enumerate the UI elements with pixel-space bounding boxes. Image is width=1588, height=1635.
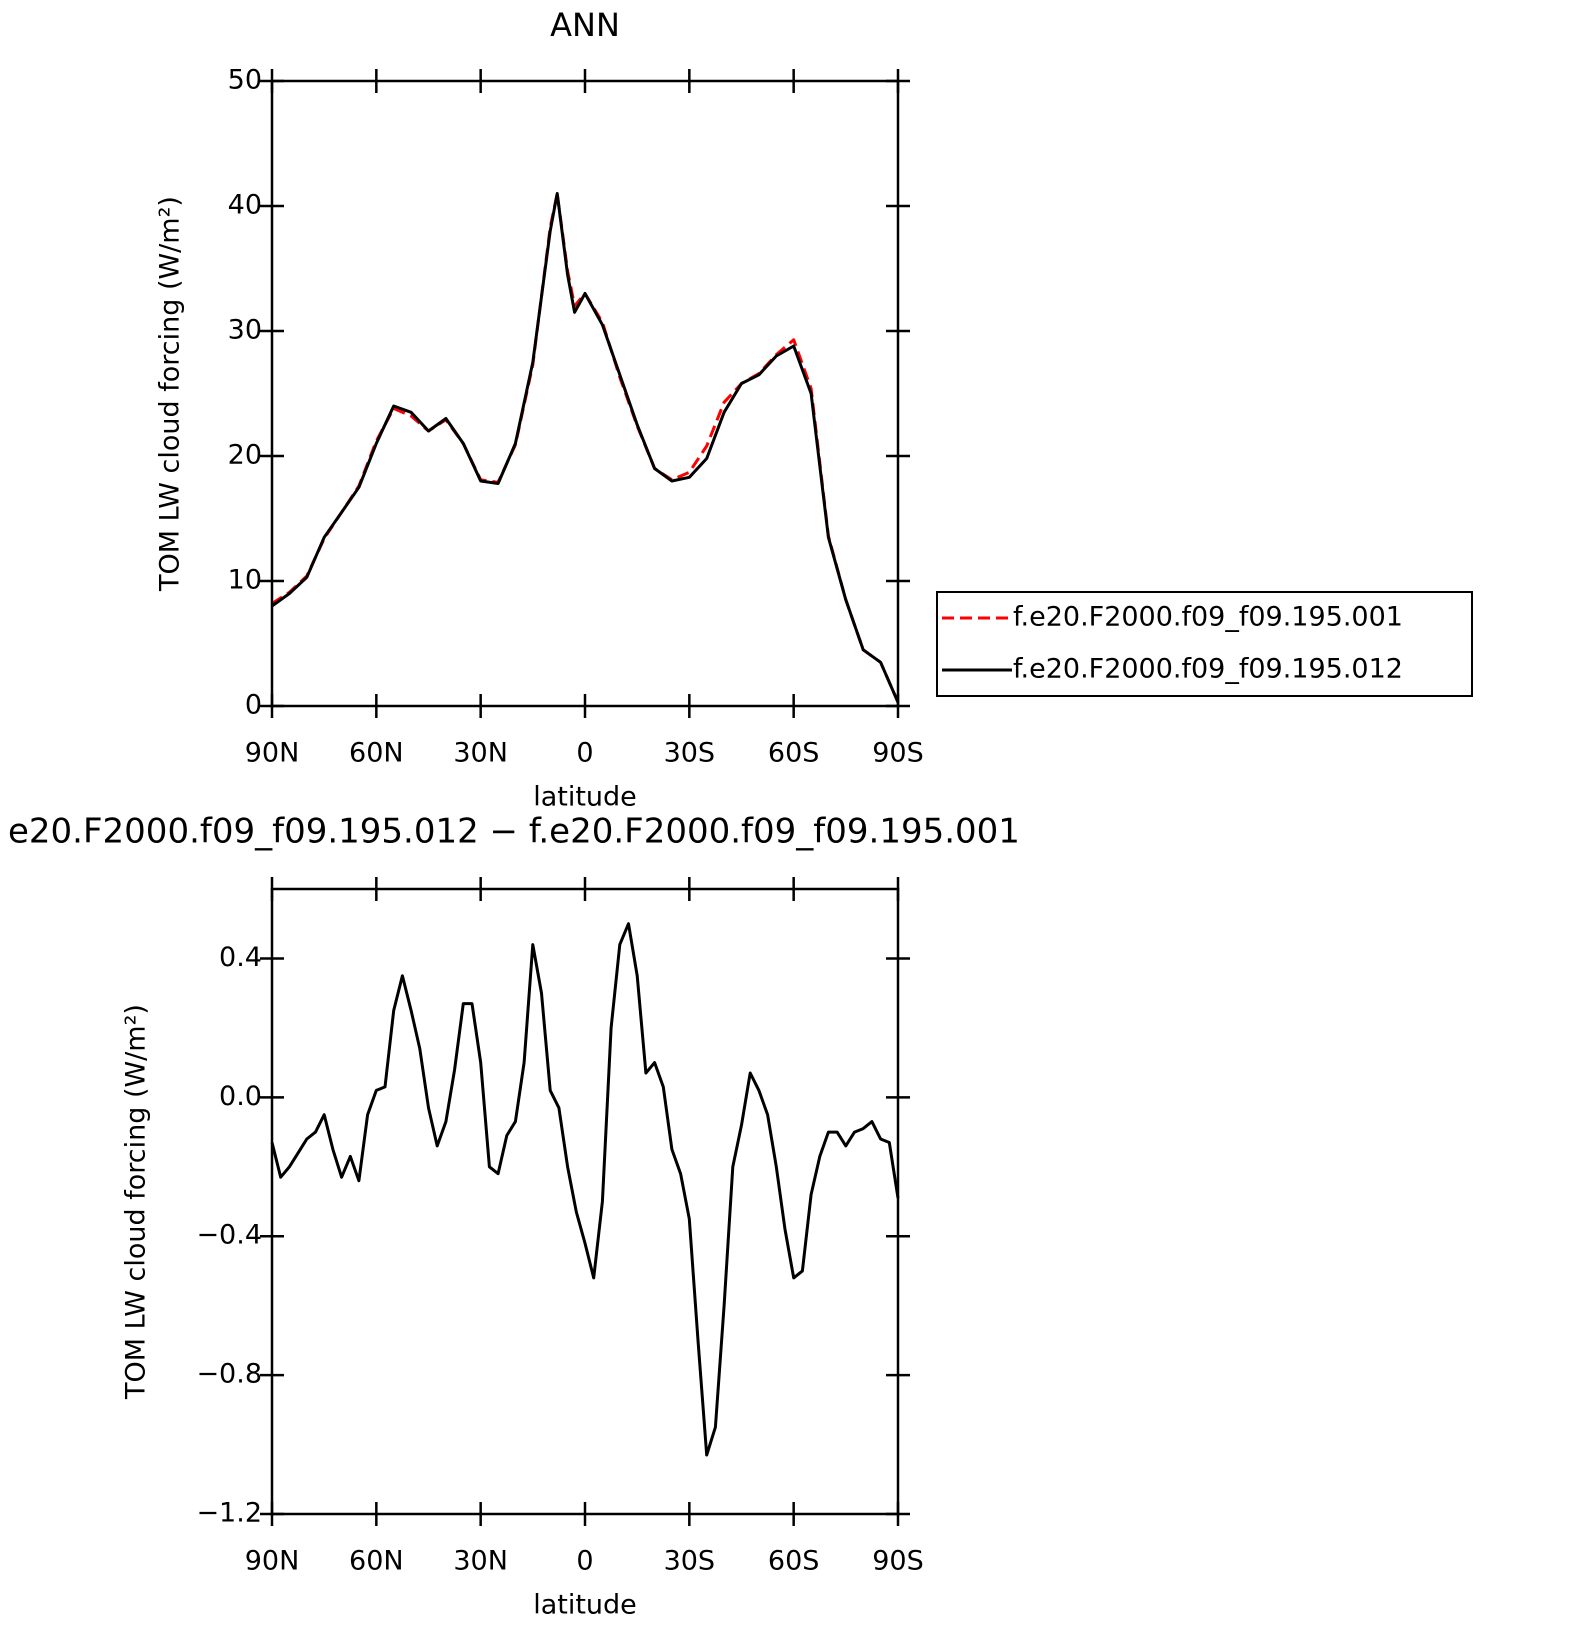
x-tick-label: 30S [664,738,716,769]
series-line [271,192,900,703]
y-tick-label: 0.0 [219,1081,262,1112]
legend-label: f.e20.F2000.f09_f09.195.001 [1013,602,1403,633]
y-tick-label: 30 [228,315,262,346]
x-tick-label: 90N [245,738,300,769]
y-tick-label: 0 [245,690,262,721]
plot-frame [270,887,900,1516]
y-tick-label: 10 [228,565,262,596]
x-tick-label: 30S [664,1546,716,1577]
x-tick-label: 90N [245,1546,300,1577]
y-tick-label: −0.4 [196,1220,262,1251]
x-tick-label: 0 [576,738,593,769]
y-tick-label: −0.8 [196,1359,262,1390]
x-tick-label: 0 [576,1546,593,1577]
x-tick-label: 60S [768,738,820,769]
x-axis-label: latitude [533,1590,637,1621]
y-tick-label: 40 [228,190,262,221]
x-tick-label: 30N [453,1546,508,1577]
y-tick-label: 0.4 [219,942,262,973]
x-tick-label: 90S [872,738,924,769]
x-tick-label: 60N [349,1546,404,1577]
x-tick-label: 30N [453,738,508,769]
series-line [271,192,900,703]
legend-box [936,591,1473,697]
y-tick-label: 50 [228,65,262,96]
x-tick-label: 60S [768,1546,820,1577]
y-tick-label: −1.2 [196,1498,262,1529]
x-axis-label: latitude [533,782,637,813]
chart-title: e20.F2000.f09_f09.195.012 − f.e20.F2000.… [8,812,1020,852]
y-tick-label: 20 [228,440,262,471]
y-axis-label: TOM LW cloud forcing (W/m²) [121,1004,152,1400]
x-tick-label: 90S [872,1546,924,1577]
plot-frame [270,79,900,708]
series-line [270,922,900,1457]
legend-label: f.e20.F2000.f09_f09.195.012 [1013,654,1403,685]
y-axis-label: TOM LW cloud forcing (W/m²) [155,196,186,592]
chart-title: ANN [550,6,620,44]
x-tick-label: 60N [349,738,404,769]
